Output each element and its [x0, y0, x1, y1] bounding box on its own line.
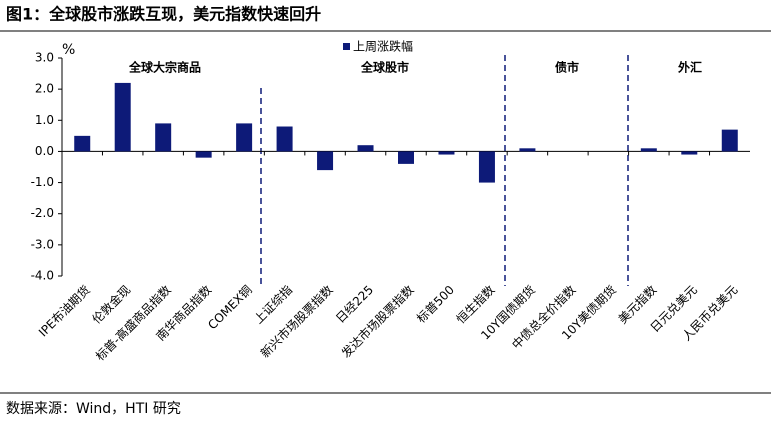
source-note: 数据来源：Wind，HTI 研究: [6, 401, 181, 417]
legend-swatch: [343, 43, 350, 50]
bar: [195, 151, 212, 158]
bar: [681, 151, 698, 155]
bar: [317, 151, 334, 171]
bar: [74, 135, 91, 152]
bar: [640, 148, 657, 152]
bar: [721, 129, 738, 152]
y-tick-label: -3.0: [31, 237, 54, 251]
y-tick-label: 2.0: [35, 82, 54, 96]
x-tick-label: 标普-高盛商品指数: [92, 282, 174, 364]
x-tick-label: 标普500: [414, 283, 457, 326]
bar: [398, 151, 414, 164]
bar: [236, 123, 253, 152]
x-tick-label: COMEX铜: [205, 282, 255, 332]
section-label: 外汇: [678, 60, 702, 75]
x-tick-label: 新兴市场股票指数: [257, 282, 335, 360]
section-label: 全球股市: [360, 60, 409, 75]
bar: [276, 126, 293, 152]
chart-title: 图1：全球股市涨跌互现，美元指数快速回升: [6, 5, 321, 24]
y-tick-label: -4.0: [31, 269, 54, 283]
legend-label: 上周涨跌幅: [353, 39, 413, 54]
section-label: 全球大宗商品: [128, 60, 201, 75]
bar: [438, 151, 455, 155]
x-tick-label: 发达市场股票指数: [338, 282, 416, 360]
y-tick-label: 0.0: [35, 144, 54, 158]
y-unit: %: [62, 42, 75, 58]
bar: [357, 145, 374, 152]
y-tick-label: -1.0: [31, 175, 54, 189]
bar: [155, 123, 172, 152]
section-label: 债市: [555, 60, 579, 75]
y-tick-label: -2.0: [31, 206, 54, 220]
x-tick-label: IPE布油期货: [35, 282, 93, 340]
y-tick-label: 3.0: [35, 51, 54, 65]
bar: [519, 148, 536, 152]
bar: [114, 82, 131, 152]
y-tick-label: 1.0: [35, 113, 54, 127]
bar: [478, 151, 495, 183]
